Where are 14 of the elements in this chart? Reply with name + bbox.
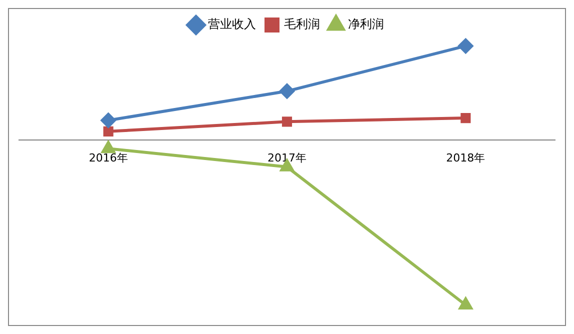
point	[282, 116, 292, 127]
point	[103, 126, 114, 136]
legend-label: 营业收入	[208, 17, 256, 32]
x-tick-label: 2018年	[446, 151, 486, 164]
point	[458, 298, 472, 310]
point	[460, 113, 471, 124]
legend-label: 净利润	[348, 17, 384, 32]
legend-label: 毛利润	[284, 17, 320, 32]
x-tick-label: 2016年	[88, 151, 128, 164]
point	[100, 112, 116, 128]
point	[280, 84, 294, 99]
point	[102, 141, 116, 154]
point	[458, 38, 474, 54]
x-tick-label: 2017年	[268, 151, 306, 164]
